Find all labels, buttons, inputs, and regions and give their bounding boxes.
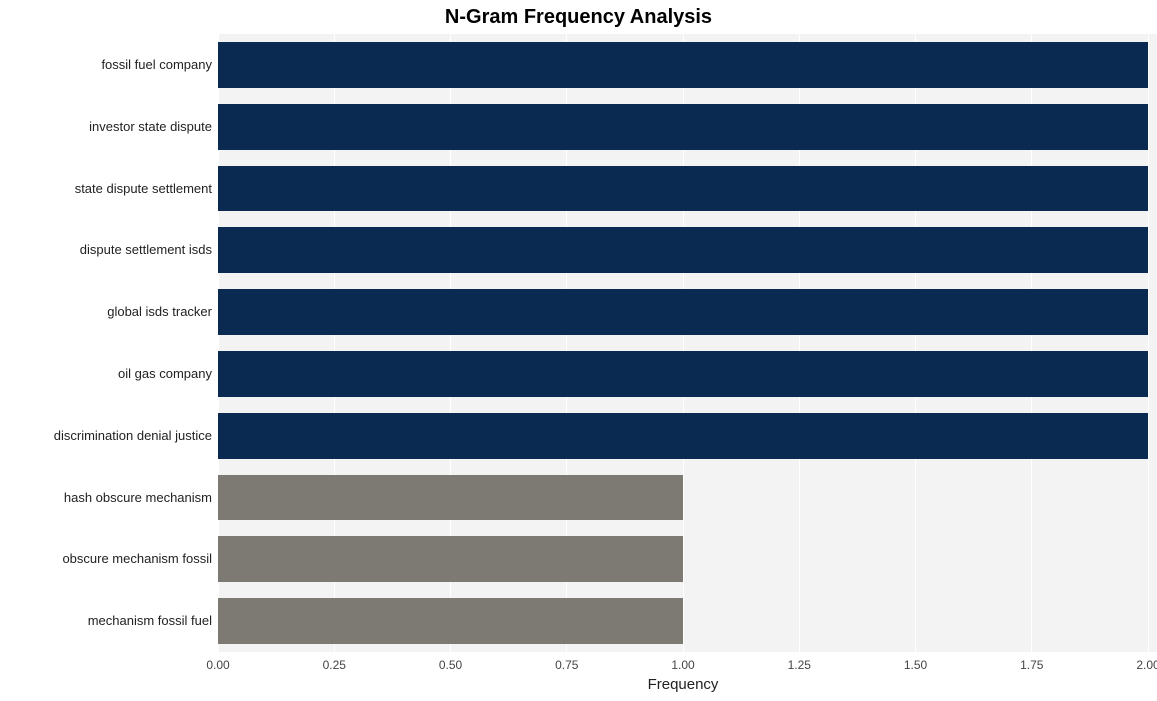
y-tick-label: hash obscure mechanism [64,490,212,505]
y-tick-label: dispute settlement isds [80,242,212,257]
x-tick-label: 1.50 [891,658,941,672]
y-tick-label: state dispute settlement [75,181,212,196]
y-tick-label: discrimination denial justice [54,428,212,443]
x-tick-label: 1.00 [658,658,708,672]
x-tick-label: 0.50 [426,658,476,672]
bar [218,104,1148,150]
x-tick-label: 0.00 [193,658,243,672]
bar [218,227,1148,273]
x-tick-label: 0.25 [309,658,359,672]
plot-area [218,34,1148,652]
x-tick-label: 1.25 [774,658,824,672]
bar [218,598,683,644]
bar [218,475,683,521]
chart-title: N-Gram Frequency Analysis [0,6,1157,29]
chart-container: N-Gram Frequency Analysis Frequency foss… [0,0,1157,701]
bar [218,536,683,582]
y-tick-label: mechanism fossil fuel [88,613,212,628]
bar [218,289,1148,335]
bar [218,351,1148,397]
x-tick-label: 1.75 [1007,658,1057,672]
bar [218,166,1148,212]
x-tick-label: 0.75 [542,658,592,672]
bar [218,42,1148,88]
y-tick-label: oil gas company [118,366,212,381]
y-tick-label: obscure mechanism fossil [62,551,212,566]
y-tick-label: investor state dispute [89,119,212,134]
x-axis-title: Frequency [218,676,1148,693]
bar [218,413,1148,459]
x-tick-label: 2.00 [1123,658,1157,672]
y-tick-label: fossil fuel company [101,57,212,72]
y-tick-label: global isds tracker [107,304,212,319]
